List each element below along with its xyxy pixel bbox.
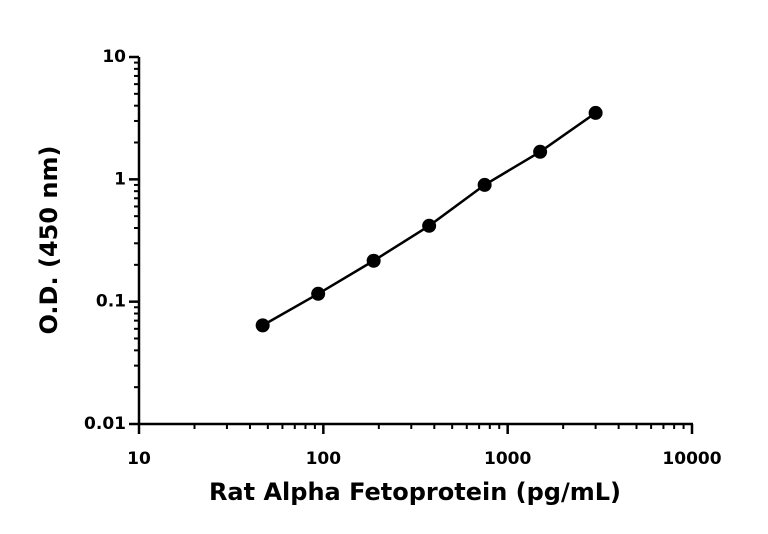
- y-tick-label: 0.01: [84, 414, 126, 434]
- y-tick-label: 0.1: [96, 292, 126, 312]
- data-point: [311, 286, 326, 301]
- x-tick-label: 10000: [662, 449, 721, 469]
- data-point: [255, 318, 270, 333]
- x-axis-title: Rat Alpha Fetoprotein (pg/mL): [209, 478, 621, 506]
- data-point: [366, 253, 381, 268]
- y-tick-label: 10: [102, 47, 126, 67]
- data-point: [588, 105, 603, 120]
- x-tick-label: 10: [127, 449, 151, 469]
- y-tick-label: 1: [114, 169, 126, 189]
- x-tick-label: 1000: [484, 449, 531, 469]
- data-point: [533, 144, 548, 159]
- y-axis-title: O.D. (450 nm): [35, 146, 63, 335]
- data-point: [477, 177, 492, 192]
- x-tick-label: 100: [306, 449, 342, 469]
- data-point: [422, 218, 437, 233]
